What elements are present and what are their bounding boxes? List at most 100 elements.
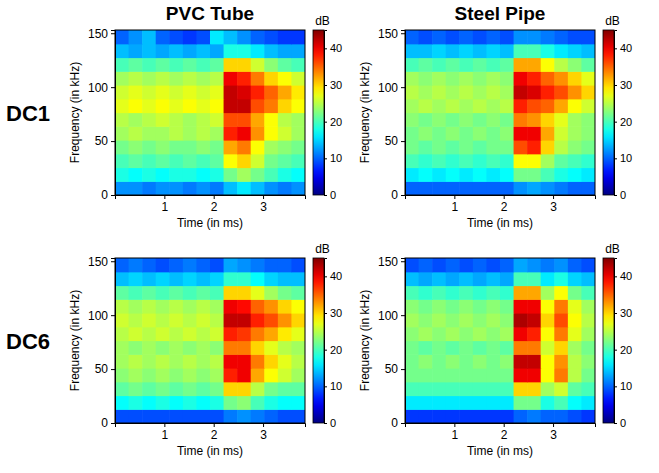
heatmap-cell (291, 327, 305, 341)
heatmap-cell (541, 181, 555, 195)
heatmap-cell (446, 354, 460, 368)
heatmap-cell (527, 368, 541, 382)
heatmap-cell (237, 313, 251, 327)
heatmap-cell (446, 341, 460, 355)
heatmap-cell (156, 113, 170, 127)
heatmap-cell (196, 168, 210, 182)
heatmap-cell (115, 44, 129, 58)
heatmap-cell (514, 99, 528, 113)
heatmap-cell (183, 382, 197, 396)
y-axis-title: Frequency (in kHz) (68, 290, 82, 391)
heatmap-cell (278, 354, 292, 368)
colorbar-tick: 30 (324, 79, 342, 91)
heatmap-cell (459, 368, 473, 382)
heatmap-cell (405, 368, 419, 382)
heatmap-cell (169, 409, 183, 423)
figure: PVC TubeSteel PipeDC1DC6123050100150Time… (0, 0, 659, 473)
heatmap-cell (473, 354, 487, 368)
x-tick-mark (263, 423, 264, 427)
heatmap-cell (500, 126, 514, 140)
heatmap-cell (541, 354, 555, 368)
heatmap-cell (115, 258, 129, 272)
heatmap-cell (156, 58, 170, 72)
heatmap-cell (527, 44, 541, 58)
y-tick-mark (111, 315, 115, 316)
x-tick-mark (164, 423, 165, 427)
heatmap-cell (183, 368, 197, 382)
heatmap-cell (210, 58, 224, 72)
colorbar-axis: 010203040 (614, 31, 632, 202)
heatmap-cell (251, 341, 265, 355)
y-tick-label: 0 (391, 416, 398, 430)
heatmap-cell (527, 30, 541, 44)
heatmap-cell (514, 272, 528, 286)
heatmap-cell (459, 396, 473, 410)
x-tick: 2 (501, 195, 508, 214)
heatmap-cell (527, 85, 541, 99)
heatmap-cell (500, 181, 514, 195)
heatmap-cell (486, 272, 500, 286)
heatmap-cell (129, 382, 143, 396)
heatmap-cell (500, 368, 514, 382)
heatmap-cell (237, 30, 251, 44)
heatmap-cell (514, 113, 528, 127)
y-axis: 050100150 (378, 27, 406, 203)
heatmap-cell (541, 272, 555, 286)
heatmap-cell (419, 313, 433, 327)
colorbar-tick: 20 (614, 344, 632, 356)
heatmap-cell (568, 409, 582, 423)
heatmap-cell (156, 286, 170, 300)
y-tick-label: 100 (378, 80, 398, 94)
heatmap-cell (251, 181, 265, 195)
y-tick: 100 (88, 308, 115, 322)
heatmap-cell (142, 341, 156, 355)
heatmap-cell (278, 341, 292, 355)
heatmap-cell (554, 44, 568, 58)
heatmap-cell (169, 71, 183, 85)
heatmap-cell (405, 99, 419, 113)
colorbar-axis-line (615, 259, 618, 424)
heatmap-cell (183, 30, 197, 44)
heatmap-cell (278, 113, 292, 127)
heatmap-cell (251, 382, 265, 396)
heatmap-cell (486, 409, 500, 423)
heatmap-cell (129, 299, 143, 313)
colorbar-label: dB (315, 14, 330, 28)
heatmap-cell (129, 409, 143, 423)
heatmap-cell (500, 113, 514, 127)
x-tick: 3 (260, 195, 267, 214)
heatmap-cell (210, 354, 224, 368)
heatmap-cell (224, 99, 238, 113)
heatmap-cell (264, 327, 278, 341)
colorbar-label: dB (605, 242, 620, 256)
heatmap-cell (264, 154, 278, 168)
heatmap-cell (419, 286, 433, 300)
heatmap-cell (581, 58, 595, 72)
heatmap-cell (554, 71, 568, 85)
colorbar-axis: 010203040 (324, 259, 342, 430)
colorbar-tick-mark (324, 122, 327, 123)
heatmap-cell (459, 382, 473, 396)
heatmap-cell (581, 299, 595, 313)
heatmap-cell (224, 30, 238, 44)
plot-frame (115, 258, 305, 423)
heatmap-cell (224, 272, 238, 286)
colorbar-tick-mark (614, 85, 617, 86)
heatmap-cell (196, 99, 210, 113)
heatmap-cell (527, 181, 541, 195)
heatmap-cell (554, 382, 568, 396)
x-tick-mark (553, 195, 554, 199)
heatmap-cell (541, 126, 555, 140)
heatmap-cell (568, 126, 582, 140)
y-tick-mark (401, 369, 405, 370)
heatmap-cell (405, 299, 419, 313)
heatmap-cell (527, 299, 541, 313)
heatmap-cell (210, 154, 224, 168)
heatmap-cell (473, 58, 487, 72)
heatmap-cell (568, 286, 582, 300)
heatmap-cell (568, 140, 582, 154)
heatmap-cell (224, 85, 238, 99)
heatmap-cell (419, 99, 433, 113)
heatmap-cell (264, 396, 278, 410)
heatmap-cell (486, 368, 500, 382)
